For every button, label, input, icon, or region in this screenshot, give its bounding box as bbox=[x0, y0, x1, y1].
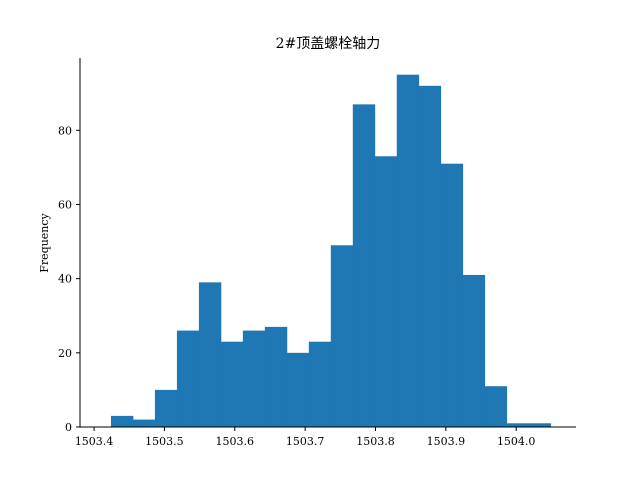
histogram-bar bbox=[418, 85, 442, 427]
x-tick-label: 1503.8 bbox=[356, 435, 395, 448]
histogram-bar bbox=[176, 330, 200, 427]
histogram-bar bbox=[286, 352, 310, 427]
y-tick-label: 0 bbox=[65, 421, 72, 434]
x-tick-label: 1503.7 bbox=[286, 435, 325, 448]
histogram-bar bbox=[462, 274, 486, 427]
histogram-bar bbox=[308, 341, 332, 427]
x-tick-label: 1504.0 bbox=[497, 435, 536, 448]
chart-title: 2#顶盖螺栓轴力 bbox=[276, 36, 381, 52]
y-tick-label: 60 bbox=[58, 198, 72, 211]
y-axis-label: Frequency bbox=[38, 212, 51, 272]
histogram-bar bbox=[484, 386, 508, 427]
histogram-bar bbox=[242, 330, 266, 427]
histogram-bar bbox=[330, 245, 354, 427]
histogram-bar bbox=[132, 419, 156, 427]
histogram-bar bbox=[352, 104, 376, 427]
histogram-bar bbox=[528, 423, 552, 427]
axes-group: 1503.4 1503.5 1503.6 1503.7 1503.8 1503.9 1504… bbox=[58, 58, 576, 448]
histogram-bar bbox=[396, 74, 420, 427]
histogram-bar bbox=[440, 163, 464, 427]
histogram-bar bbox=[264, 326, 288, 427]
x-tick-label: 1503.6 bbox=[216, 435, 255, 448]
x-tick-label: 1503.5 bbox=[145, 435, 184, 448]
bars-group bbox=[110, 74, 552, 428]
x-tick-label: 1503.9 bbox=[427, 435, 466, 448]
histogram-bar bbox=[374, 156, 398, 428]
histogram-bar bbox=[506, 423, 530, 427]
histogram-bar bbox=[154, 389, 178, 427]
y-tick-label: 80 bbox=[58, 124, 72, 137]
y-tick-label: 20 bbox=[58, 347, 72, 360]
histogram-bar bbox=[110, 415, 134, 427]
histogram-bar bbox=[198, 282, 222, 427]
y-tick-label: 40 bbox=[58, 273, 72, 286]
histogram-bar bbox=[220, 341, 244, 427]
x-tick-label: 1503.4 bbox=[75, 435, 114, 448]
